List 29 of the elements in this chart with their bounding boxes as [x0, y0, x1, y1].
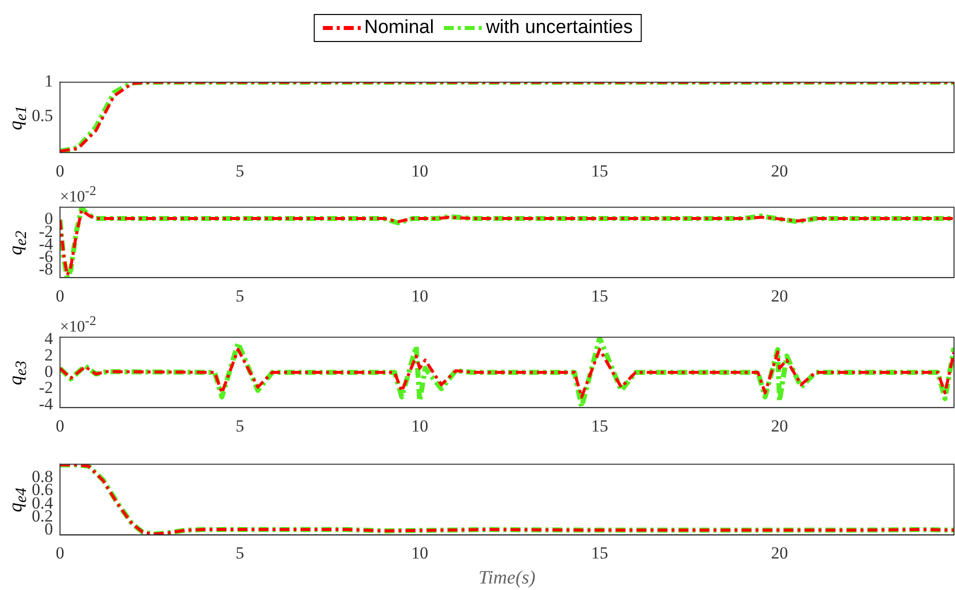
x-tick-label: 10 — [411, 543, 428, 562]
x-tick-label: 20 — [771, 286, 788, 306]
x-tick-label: 15 — [591, 286, 608, 306]
y-tick-label: 1 — [44, 72, 53, 91]
x-tick-label: 20 — [771, 161, 788, 180]
x-axis-title: Time(s) — [478, 568, 536, 589]
x-tick-label: 20 — [771, 416, 788, 436]
line-series — [60, 348, 954, 398]
x-tick-label: 15 — [591, 161, 608, 180]
x-tick-label: 15 — [591, 543, 608, 562]
y-tick-label: 0.5 — [32, 106, 53, 126]
x-tick-label: 5 — [236, 543, 244, 562]
legend-label: Nominal — [364, 17, 434, 39]
text: ×10$^{-2}$ — [60, 183, 96, 206]
text: ×10$^{-2}$ — [60, 313, 96, 336]
y-tick-label: -2 — [38, 378, 53, 398]
x-tick-label: 5 — [236, 416, 244, 436]
x-tick-label: 20 — [771, 543, 788, 562]
y-tick-label: 0 — [44, 362, 53, 381]
x-tick-label: 5 — [236, 286, 244, 306]
x-tick-label: 10 — [411, 286, 428, 306]
line-series — [60, 82, 954, 153]
x-tick-label: 10 — [411, 161, 428, 180]
line-series — [60, 464, 954, 535]
x-tick-label: 10 — [411, 416, 428, 436]
x-tick-label: 5 — [236, 161, 244, 180]
legend-label: with uncertainties — [486, 17, 633, 39]
x-tick-label: 15 — [591, 416, 608, 436]
y-tick-label: -4 — [38, 394, 54, 414]
